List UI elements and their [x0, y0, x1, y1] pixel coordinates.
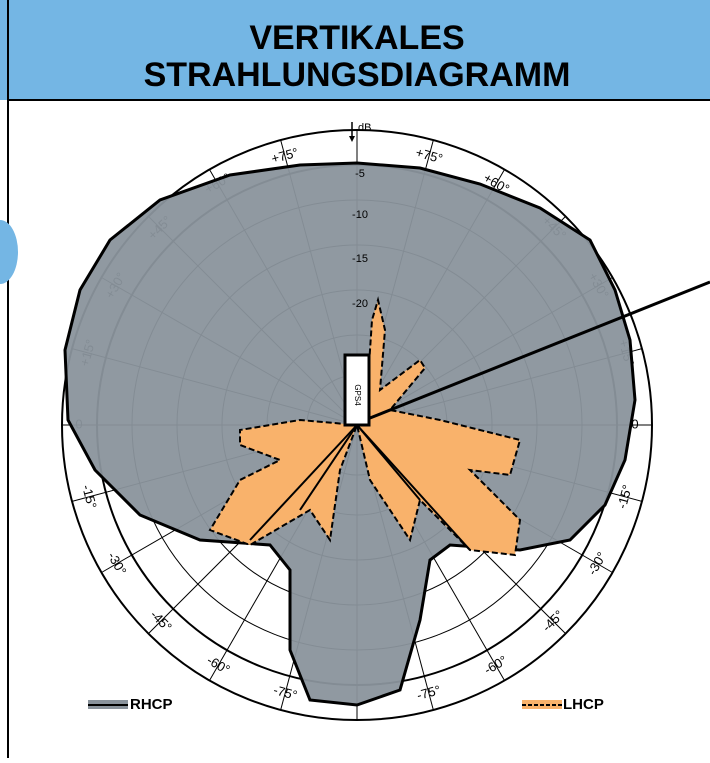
angle-label: -60°	[481, 652, 509, 677]
title-line: VERTIKALES	[249, 19, 464, 57]
db-arrowhead	[349, 136, 355, 142]
legend-label: RHCP	[130, 696, 173, 713]
angle-label: -75°	[272, 682, 299, 703]
side-tab	[0, 220, 18, 284]
header-band	[0, 0, 710, 100]
angle-label: -75°	[415, 682, 442, 703]
ring-label: -20	[352, 298, 368, 310]
angle-label: -30°	[584, 549, 609, 577]
ring-label: -5	[355, 168, 365, 180]
angle-label: -60°	[204, 652, 232, 677]
angle-label: -30°	[105, 549, 130, 577]
pointer-line	[369, 280, 710, 420]
antenna	[343, 353, 371, 427]
angle-label: +75°	[414, 145, 444, 167]
ring-label: -10	[352, 209, 368, 221]
db-unit: dB	[358, 122, 371, 134]
angle-label: 0	[631, 416, 638, 431]
labels: -10 -15 -20	[352, 209, 368, 310]
angle-label: +75°	[270, 145, 300, 167]
angle-label: -15°	[614, 483, 635, 510]
angle-label: -15°	[79, 483, 100, 510]
lobe-lines	[249, 424, 471, 551]
title-line: STRAHLUNGSDIAGRAMM	[144, 56, 571, 94]
legend-label: LHCP	[563, 696, 604, 713]
ring-label: -15	[352, 253, 368, 265]
antenna-label: GPS4	[353, 384, 362, 406]
